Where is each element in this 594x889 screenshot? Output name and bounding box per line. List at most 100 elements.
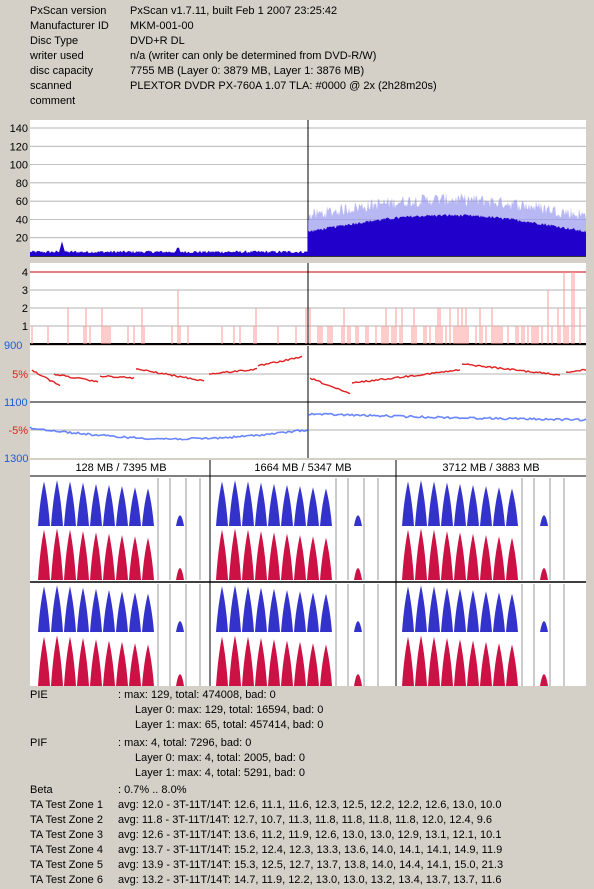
land-histogram-peak [51,480,63,526]
pif-tick-label: 4 [22,267,28,279]
land-histogram-peak [320,593,332,632]
stat-value: avg: 13.7 - 3T-11T/14T: 15.2, 12.4, 12.3… [118,844,503,856]
land-histogram-peak [77,587,89,632]
land-histogram-peak [255,482,267,526]
land-histogram-peak [51,585,63,632]
land-histogram-peak [64,481,76,526]
pit-histogram-peak [176,674,184,686]
stat-value: avg: 12.0 - 3T-11T/14T: 12.6, 11.1, 11.6… [118,799,502,811]
pie-chart: 140 120 100 80 60 40 20 [10,120,586,257]
land-histogram-peak [176,621,184,632]
land-histogram-peak [454,588,466,632]
stat-key: TA Test Zone 5 [30,859,103,871]
stat-value: Layer 0: max: 129, total: 16594, bad: 0 [135,704,324,716]
info-key: disc capacity [30,65,93,77]
pit-histogram-peak [129,536,141,580]
stat-value: avg: 13.9 - 3T-11T/14T: 15.3, 12.5, 12.7… [118,859,504,871]
stat-key: TA Test Zone 6 [30,874,103,886]
pit-histogram-peak [268,639,280,686]
land-histogram-peak [493,487,505,526]
stat-value: avg: 12.6 - 3T-11T/14T: 13.6, 11.2, 11.9… [118,829,502,841]
pie-tick-label: 60 [16,196,28,208]
info-key: Manufacturer ID [30,20,109,32]
beta-series-segment [53,373,99,383]
land-histogram-peak [506,488,518,526]
pit-histogram-peak [229,635,241,686]
land-histogram-peak [281,590,293,632]
beta-series-segment [461,363,561,376]
pie-tick-label: 80 [16,178,28,190]
pit-histogram-peak [176,568,184,580]
land-histogram-peak [129,592,141,632]
stat-key: TA Test Zone 1 [30,799,103,811]
pit-histogram-peak [281,640,293,686]
land-histogram-peak [467,484,479,526]
land-histogram-peak [415,480,427,526]
pif-tick-label: 3 [22,285,28,297]
pit-histogram-peak [480,641,492,686]
pie-tick-label: 40 [16,214,28,226]
pit-histogram-peak [454,532,466,580]
land-histogram-peak [64,586,76,632]
land-histogram-peak [402,586,414,632]
pit-histogram-peak [540,674,548,686]
jitter-tick-label: -5% [8,425,28,437]
pit-histogram-peak [281,533,293,580]
jitter-series-layer1 [307,412,587,422]
pit-histogram-peak [402,529,414,580]
stat-value: : 0.7% .. 8.0% [118,784,187,796]
disc-info-panel: PxScan version PxScan v1.7.11, built Feb … [0,0,594,114]
land-histogram-peak [354,515,362,526]
land-histogram-peak [540,515,548,526]
stat-value: avg: 13.2 - 3T-11T/14T: 14.7, 11.9, 12.2… [118,874,502,886]
pit-histogram-peak [51,635,63,686]
stat-key: TA Test Zone 4 [30,844,103,856]
pie-tick-label: 20 [16,233,28,245]
pit-histogram-peak [506,644,518,686]
land-histogram-peak [540,621,548,632]
beta-series-segment [31,369,61,387]
pit-histogram-peak [216,636,228,686]
land-histogram-peak [268,483,280,526]
pit-histogram-peak [51,528,63,580]
land-histogram-peak [354,621,362,632]
land-histogram-peak [90,483,102,526]
pit-histogram-peak [38,529,50,580]
pit-histogram-peak [116,534,128,580]
land-histogram-peak [242,586,254,632]
land-histogram-peak [216,481,228,526]
land-histogram-peak [320,488,332,526]
stat-key: PIF [30,737,48,749]
side-scale-label: 1100 [4,397,28,409]
pif-tick-label: 1 [22,321,28,333]
pit-histogram-peak [294,534,306,580]
land-histogram-peak [281,484,293,526]
land-histogram-peak [428,586,440,632]
stat-value: : max: 4, total: 7296, bad: 0 [118,737,252,749]
land-histogram-peak [480,591,492,632]
pit-histogram-peak [255,637,267,686]
pit-histogram-peak [129,643,141,686]
land-histogram-peak [294,486,306,526]
stat-value: Layer 0: max: 4, total: 2005, bad: 0 [135,752,305,764]
info-value: DVD+R DL [130,35,185,47]
beta-series-segment [136,368,205,382]
pie-series-layer1 [308,214,586,256]
pit-histogram-peak [354,674,362,686]
info-key: PxScan version [30,5,107,17]
hist-zone-label: 128 MB / 7395 MB [75,462,166,474]
land-histogram-peak [402,481,414,526]
stat-value: Layer 1: max: 65, total: 457414, bad: 0 [135,719,324,731]
info-key: Disc Type [30,35,79,47]
pit-histogram-peak [493,643,505,686]
land-histogram-peak [307,487,319,526]
pit-histogram-peak [320,537,332,580]
stat-value: Layer 1: max: 4, total: 5291, bad: 0 [135,767,305,779]
pit-histogram-peak [77,530,89,580]
pit-histogram-peak [116,641,128,686]
land-histogram-peak [116,486,128,526]
land-histogram-peak [103,484,115,526]
pit-histogram-peak [467,533,479,580]
pit-histogram-peak [441,637,453,686]
